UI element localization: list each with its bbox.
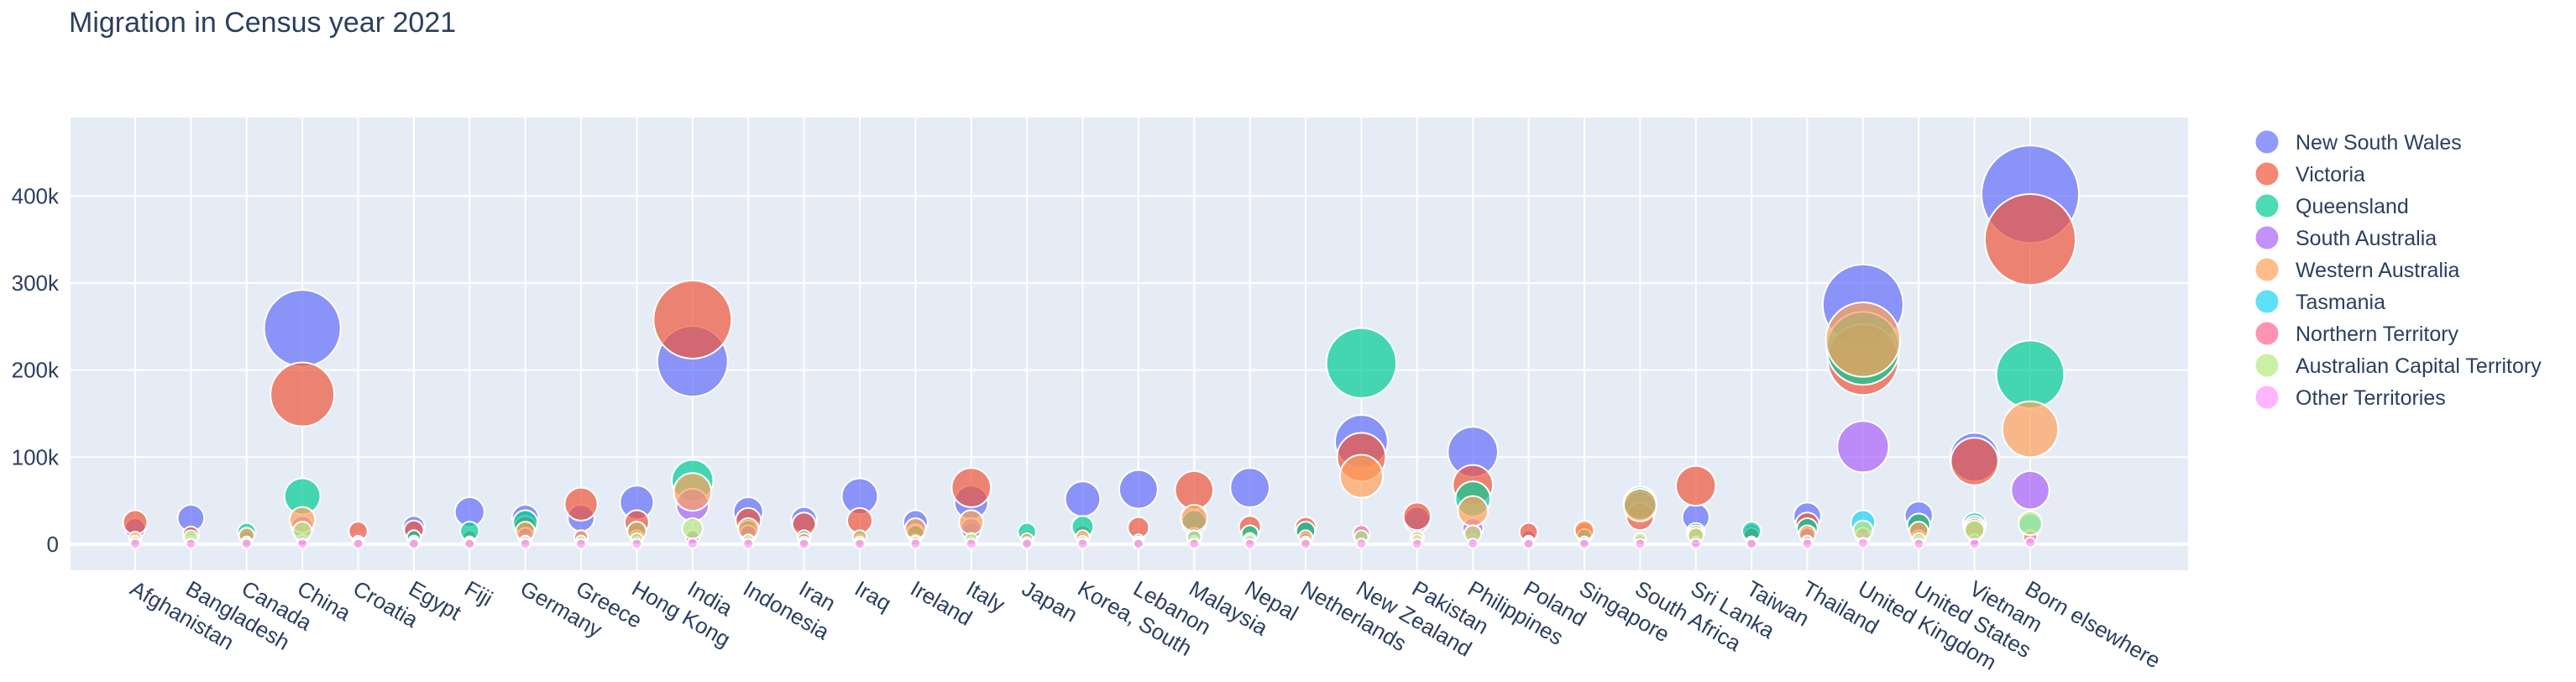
x-tick-label-ireland: Ireland bbox=[906, 575, 976, 631]
bubble-victoria-born-elsewhere[interactable] bbox=[1983, 192, 2077, 286]
bubble-other-territories-iraq[interactable] bbox=[853, 538, 866, 550]
bubble-western-australia-united-kingdom[interactable] bbox=[1825, 301, 1902, 378]
bubble-other-territories-egypt[interactable] bbox=[407, 538, 420, 550]
chart-title: Migration in Census year 2021 bbox=[69, 7, 457, 39]
y-tick-label: 400k bbox=[12, 183, 60, 208]
legend-label-australian-capital-territory[interactable]: Australian Capital Territory bbox=[2296, 354, 2542, 378]
legend-marker-western-australia[interactable] bbox=[2254, 257, 2280, 282]
bubble-other-territories-united-states[interactable] bbox=[1913, 538, 1925, 550]
bubble-other-territories-china[interactable] bbox=[296, 538, 309, 550]
legend-marker-other-territories[interactable] bbox=[2254, 385, 2280, 410]
bubble-victoria-vietnam[interactable] bbox=[1950, 437, 1999, 486]
legend-label-south-australia[interactable]: South Australia bbox=[2296, 227, 2437, 250]
legend-label-victoria[interactable]: Victoria bbox=[2296, 163, 2365, 186]
x-tick-label-fiji: Fiji bbox=[460, 575, 497, 611]
bubble-other-territories-canada[interactable] bbox=[240, 538, 253, 550]
bubble-other-territories-netherlands[interactable] bbox=[1300, 538, 1312, 550]
bubble-south-australia-born-elsewhere[interactable] bbox=[2010, 470, 2050, 511]
legend-label-queensland[interactable]: Queensland bbox=[2296, 195, 2409, 218]
bubble-victoria-china[interactable] bbox=[270, 361, 336, 428]
bubble-other-territories-lebanon[interactable] bbox=[1132, 538, 1144, 550]
bubble-other-territories-south-africa[interactable] bbox=[1634, 538, 1647, 550]
bubble-other-territories-italy[interactable] bbox=[965, 538, 977, 550]
bubble-other-territories-philippines[interactable] bbox=[1467, 538, 1479, 550]
bubble-australian-capital-territory-born-elsewhere[interactable] bbox=[2017, 510, 2044, 537]
x-tick-label-iraq: Iraq bbox=[851, 575, 896, 616]
bubble-australian-capital-territory-vietnam[interactable] bbox=[1964, 519, 1986, 541]
bubble-western-australia-italy[interactable] bbox=[958, 509, 985, 536]
legend-marker-south-australia[interactable] bbox=[2254, 225, 2280, 250]
bubble-south-australia-united-kingdom[interactable] bbox=[1836, 420, 1890, 474]
bubble-queensland-new-zealand[interactable] bbox=[1325, 327, 1398, 400]
bubble-other-territories-poland[interactable] bbox=[1522, 538, 1535, 550]
bubble-new-south-wales-china[interactable] bbox=[263, 289, 342, 368]
bubble-other-territories-malaysia[interactable] bbox=[1188, 538, 1201, 550]
y-tick-label: 100k bbox=[12, 444, 60, 470]
bubble-other-territories-new-zealand[interactable] bbox=[1355, 538, 1368, 550]
bubbles bbox=[122, 144, 2080, 550]
bubble-western-australia-malaysia[interactable] bbox=[1180, 503, 1209, 532]
bubble-queensland-born-elsewhere[interactable] bbox=[1995, 339, 2066, 410]
bubble-other-territories-germany[interactable] bbox=[519, 538, 531, 550]
legend-marker-queensland[interactable] bbox=[2254, 193, 2280, 218]
bubble-other-territories-korea-south[interactable] bbox=[1076, 538, 1089, 550]
bubble-other-territories-pakistan[interactable] bbox=[1411, 538, 1423, 550]
bubble-other-territories-taiwan[interactable] bbox=[1746, 538, 1758, 550]
legend: New South Wales Victoria Queensland South A… bbox=[2254, 129, 2542, 410]
legend-label-northern-territory[interactable]: Northern Territory bbox=[2296, 323, 2459, 346]
bubble-new-south-wales-korea-south[interactable] bbox=[1064, 480, 1102, 517]
bubble-other-territories-ireland[interactable] bbox=[909, 538, 922, 550]
legend-marker-victoria[interactable] bbox=[2254, 161, 2280, 186]
bubble-new-south-wales-nepal[interactable] bbox=[1229, 467, 1270, 508]
bubble-other-territories-india[interactable] bbox=[686, 537, 699, 549]
bubble-other-territories-bangladesh[interactable] bbox=[185, 538, 197, 550]
bubble-other-territories-sri-lanka[interactable] bbox=[1689, 538, 1702, 550]
legend-marker-australian-capital-territory[interactable] bbox=[2254, 353, 2280, 378]
bubble-western-australia-philippines[interactable] bbox=[1457, 495, 1490, 527]
bubble-other-territories-singapore[interactable] bbox=[1578, 538, 1590, 550]
bubble-victoria-sri-lanka[interactable] bbox=[1675, 464, 1717, 507]
y-tick-label: 200k bbox=[12, 358, 60, 383]
y-tick-label: 0 bbox=[47, 532, 59, 557]
bubble-victoria-pakistan[interactable] bbox=[1402, 501, 1432, 532]
bubble-australian-capital-territory-india[interactable] bbox=[681, 517, 704, 540]
bubble-other-territories-vietnam[interactable] bbox=[1968, 538, 1981, 550]
y-tick-label: 300k bbox=[12, 270, 60, 296]
legend-label-new-south-wales[interactable]: New South Wales bbox=[2296, 131, 2462, 155]
bubble-other-territories-hong-kong[interactable] bbox=[631, 538, 643, 550]
bubble-other-territories-fiji[interactable] bbox=[463, 538, 476, 550]
bubble-victoria-italy[interactable] bbox=[950, 467, 992, 508]
bubble-other-territories-indonesia[interactable] bbox=[742, 538, 755, 550]
legend-marker-new-south-wales[interactable] bbox=[2254, 129, 2280, 155]
bubble-other-territories-united-kingdom[interactable] bbox=[1856, 537, 1869, 549]
x-axis-ticks: AfghanistanBangladeshCanadaChinaCroatiaE… bbox=[126, 575, 2165, 674]
legend-label-tasmania[interactable]: Tasmania bbox=[2296, 291, 2385, 314]
bubble-other-territories-born-elsewhere[interactable] bbox=[2024, 536, 2036, 548]
bubble-other-territories-croatia[interactable] bbox=[352, 538, 364, 550]
bubble-western-australia-south-africa[interactable] bbox=[1622, 487, 1657, 522]
bubble-other-territories-nepal[interactable] bbox=[1243, 538, 1256, 550]
bubble-victoria-malaysia[interactable] bbox=[1174, 470, 1215, 511]
legend-label-western-australia[interactable]: Western Australia bbox=[2296, 259, 2460, 282]
legend-marker-northern-territory[interactable] bbox=[2254, 321, 2280, 346]
bubble-new-south-wales-lebanon[interactable] bbox=[1118, 469, 1159, 510]
legend-label-other-territories[interactable]: Other Territories bbox=[2296, 386, 2446, 410]
x-tick-label-japan: Japan bbox=[1018, 575, 1081, 627]
bubble-other-territories-thailand[interactable] bbox=[1801, 538, 1814, 550]
bubble-western-australia-born-elsewhere[interactable] bbox=[2001, 400, 2060, 459]
bubble-other-territories-japan[interactable] bbox=[1021, 538, 1034, 550]
bubble-western-australia-india[interactable] bbox=[673, 472, 713, 512]
bubble-other-territories-greece[interactable] bbox=[575, 538, 588, 550]
bubble-other-territories-iran[interactable] bbox=[798, 538, 810, 550]
legend-marker-tasmania[interactable] bbox=[2254, 289, 2280, 314]
x-tick-label-born-elsewhere: Born elsewhere bbox=[2021, 575, 2165, 673]
y-axis-ticks: 0 100k 200k 300k 400k bbox=[12, 183, 60, 557]
bubble-western-australia-new-zealand[interactable] bbox=[1338, 454, 1384, 499]
bubble-victoria-greece[interactable] bbox=[563, 486, 599, 522]
bubble-victoria-india[interactable] bbox=[652, 280, 733, 359]
bubble-other-territories-afghanistan[interactable] bbox=[129, 538, 141, 550]
